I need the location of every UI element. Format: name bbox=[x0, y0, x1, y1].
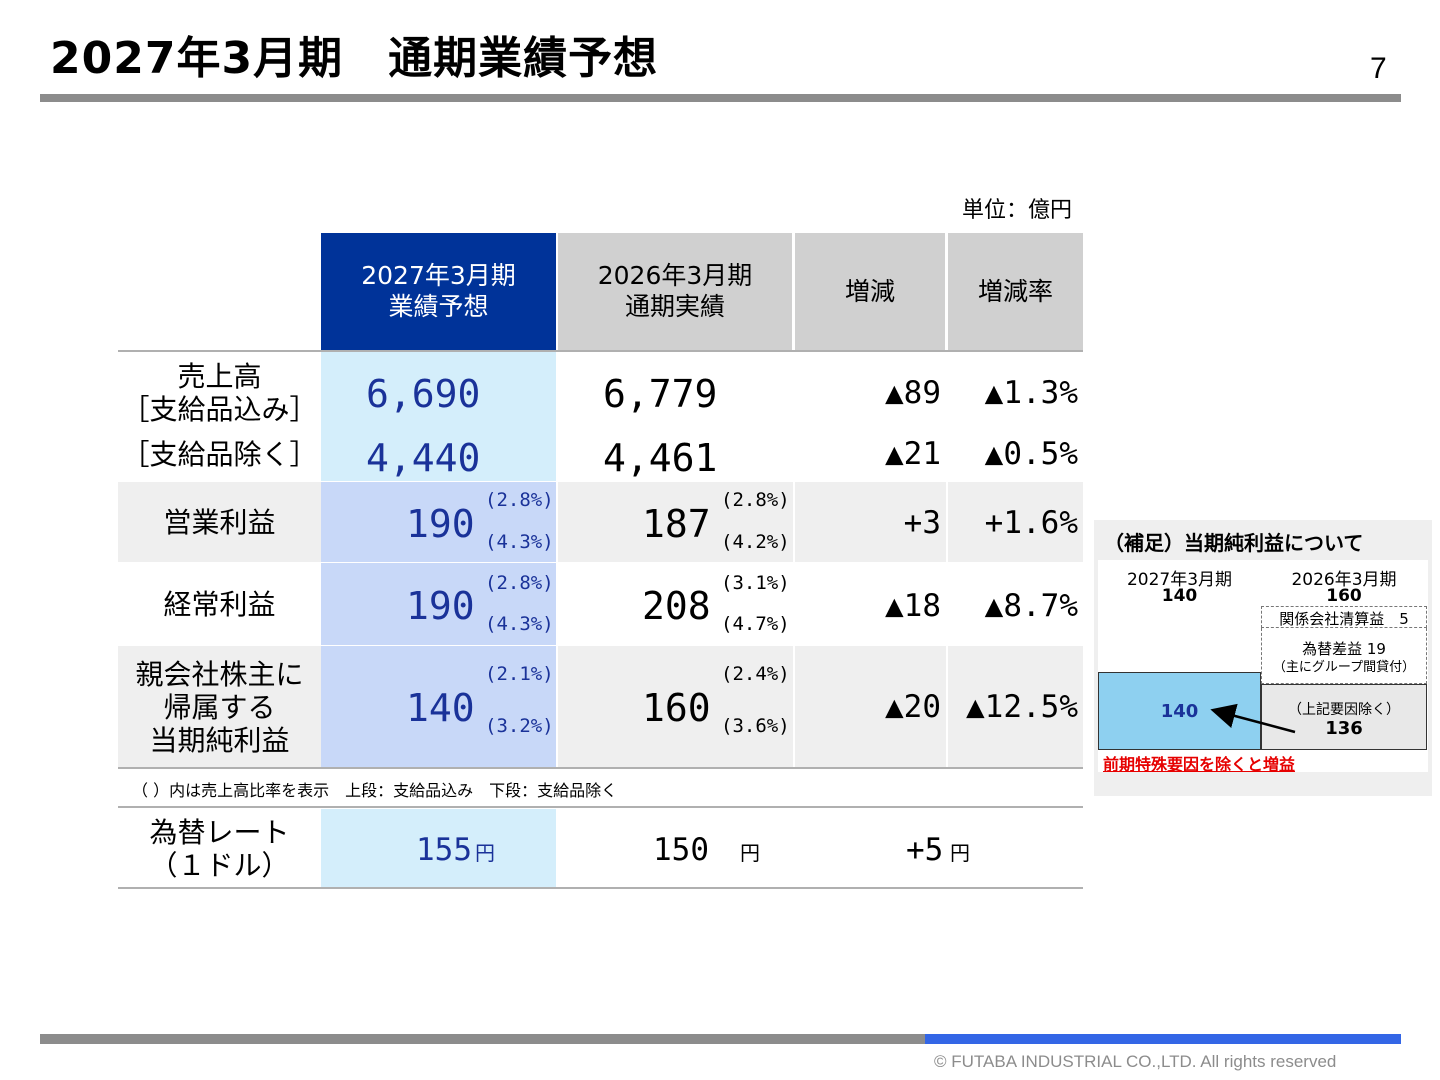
operating-row-bg bbox=[118, 482, 1083, 562]
ordinary-change: ▲18 bbox=[885, 588, 941, 624]
net-change: ▲20 bbox=[885, 689, 941, 725]
operating-rate: +1.6% bbox=[984, 505, 1078, 541]
sales-incl-label: ［支給品込み］ bbox=[121, 393, 318, 426]
sales-excl-actual: 4,461 bbox=[603, 436, 718, 480]
fx-forecast-unit: 円 bbox=[475, 841, 495, 865]
fx-label-line1: 為替レート bbox=[149, 816, 290, 849]
comparison-arrow bbox=[1210, 703, 1296, 734]
table-footnote: （ ）内は売上高比率を表示 上段：支給品込み 下段：支給品除く bbox=[132, 781, 618, 800]
header-change-rate-label: 増減率 bbox=[977, 277, 1053, 306]
header-actual: 2026年3月期 通期実績 bbox=[558, 233, 792, 350]
page-number: 7 bbox=[1370, 52, 1387, 85]
net-actual-pct-incl: (2.4%) bbox=[721, 663, 790, 685]
fx-gain-label: 為替差益 19 bbox=[1302, 640, 1386, 658]
column-divider bbox=[556, 482, 558, 768]
operating-forecast-pct-incl: (2.8%) bbox=[485, 489, 554, 511]
footer-bar-blue bbox=[925, 1034, 1401, 1044]
affiliate-gain-box: 関係会社清算益 5 bbox=[1261, 606, 1427, 628]
fx-forecast: 155 bbox=[416, 832, 472, 868]
ordinary-forecast: 190 bbox=[406, 584, 475, 628]
operating-forecast: 190 bbox=[406, 502, 475, 546]
header-change-label: 増減 bbox=[844, 277, 895, 306]
supplement-cur-value: 140 bbox=[1161, 586, 1198, 606]
header-forecast-line1: 2027年3月期 bbox=[361, 261, 516, 290]
core-net-income-box: （上記要因除く） 136 bbox=[1261, 684, 1427, 750]
net-label-line1: 親会社株主に bbox=[135, 658, 304, 691]
sales-excl-label: ［支給品除く］ bbox=[121, 438, 318, 471]
core-value: 136 bbox=[1325, 718, 1363, 739]
sales-incl-actual: 6,779 bbox=[603, 372, 718, 416]
sales-label: 売上高 bbox=[177, 360, 262, 393]
sales-incl-rate: ▲1.3% bbox=[984, 375, 1078, 411]
ordinary-label: 経常利益 bbox=[163, 588, 276, 621]
column-divider bbox=[793, 482, 795, 768]
sales-incl-forecast: 6,690 bbox=[366, 372, 481, 416]
row-divider bbox=[118, 806, 1083, 808]
ordinary-actual: 208 bbox=[642, 584, 711, 628]
fx-forecast-bg bbox=[321, 809, 556, 888]
copyright: © FUTABA INDUSTRIAL CO.,LTD. All rights … bbox=[934, 1052, 1337, 1071]
operating-actual: 187 bbox=[642, 502, 711, 546]
ordinary-rate: ▲8.7% bbox=[984, 588, 1078, 624]
operating-change: +3 bbox=[903, 505, 941, 541]
header-change-rate: 増減率 bbox=[948, 233, 1083, 350]
ordinary-actual-pct-incl: (3.1%) bbox=[721, 572, 790, 594]
fx-gain-box: 為替差益 19 （主にグループ間貸付） bbox=[1261, 628, 1427, 684]
core-label: （上記要因除く） bbox=[1288, 702, 1400, 718]
supplement-cur-period: 2027年3月期 bbox=[1126, 570, 1233, 590]
sales-excl-rate: ▲0.5% bbox=[984, 436, 1078, 472]
net-forecast-pct-incl: (2.1%) bbox=[485, 663, 554, 685]
row-divider bbox=[118, 350, 1083, 352]
net-rate: ▲12.5% bbox=[966, 689, 1078, 725]
current-bar-label: 140 bbox=[1160, 701, 1199, 722]
row-divider bbox=[118, 887, 1083, 889]
column-divider bbox=[946, 482, 948, 768]
supplement-prev-value: 160 bbox=[1326, 586, 1362, 606]
header-actual-line2: 通期実績 bbox=[624, 292, 725, 321]
supplement-prev-period: 2026年3月期 bbox=[1291, 570, 1397, 590]
header-forecast-line2: 業績予想 bbox=[388, 292, 489, 321]
operating-forecast-bg bbox=[321, 482, 556, 562]
fx-gain-sublabel: （主にグループ間貸付） bbox=[1272, 660, 1416, 675]
net-actual: 160 bbox=[642, 686, 711, 730]
unit-label: 単位：億円 bbox=[962, 198, 1073, 223]
row-divider bbox=[118, 767, 1083, 769]
operating-actual-pct-excl: (4.2%) bbox=[721, 531, 790, 553]
supplement-note: 前期特殊要因を除くと増益 bbox=[1103, 755, 1296, 774]
net-row-bg bbox=[118, 646, 1083, 768]
fx-actual-unit: 円 bbox=[740, 841, 760, 865]
footer-bar-gray bbox=[40, 1034, 925, 1044]
fx-label-line2: （１ドル） bbox=[149, 849, 290, 882]
title-underline bbox=[40, 94, 1401, 102]
fx-change-unit: 円 bbox=[950, 841, 970, 865]
net-forecast: 140 bbox=[406, 686, 475, 730]
header-change: 増減 bbox=[795, 233, 945, 350]
operating-label: 営業利益 bbox=[163, 506, 276, 539]
ordinary-actual-pct-excl: (4.7%) bbox=[721, 613, 790, 635]
ordinary-forecast-bg bbox=[321, 563, 556, 645]
header-actual-line1: 2026年3月期 bbox=[597, 261, 753, 290]
sales-incl-change: ▲89 bbox=[885, 375, 941, 411]
net-actual-pct-excl: (3.6%) bbox=[721, 715, 790, 737]
fx-actual: 150 bbox=[653, 832, 709, 868]
supplement-title: （補足）当期純利益について bbox=[1104, 531, 1364, 555]
page-title: 2027年3月期 通期業績予想 bbox=[50, 33, 659, 84]
sales-excl-forecast: 4,440 bbox=[366, 436, 481, 480]
ordinary-forecast-pct-excl: (4.3%) bbox=[485, 613, 554, 635]
net-label-line2: 帰属する bbox=[163, 691, 276, 724]
sales-excl-change: ▲21 bbox=[885, 436, 941, 472]
operating-actual-pct-incl: (2.8%) bbox=[721, 489, 790, 511]
affiliate-gain-label: 関係会社清算益 5 bbox=[1279, 610, 1409, 628]
fx-change: +5 bbox=[906, 832, 944, 868]
net-forecast-bg bbox=[321, 646, 556, 768]
net-label-line3: 当期純利益 bbox=[149, 724, 290, 757]
ordinary-forecast-pct-incl: (2.8%) bbox=[485, 572, 554, 594]
header-forecast: 2027年3月期 業績予想 bbox=[321, 233, 556, 350]
net-forecast-pct-excl: (3.2%) bbox=[485, 715, 554, 737]
operating-forecast-pct-excl: (4.3%) bbox=[485, 531, 554, 553]
sales-forecast-bg bbox=[321, 351, 556, 481]
